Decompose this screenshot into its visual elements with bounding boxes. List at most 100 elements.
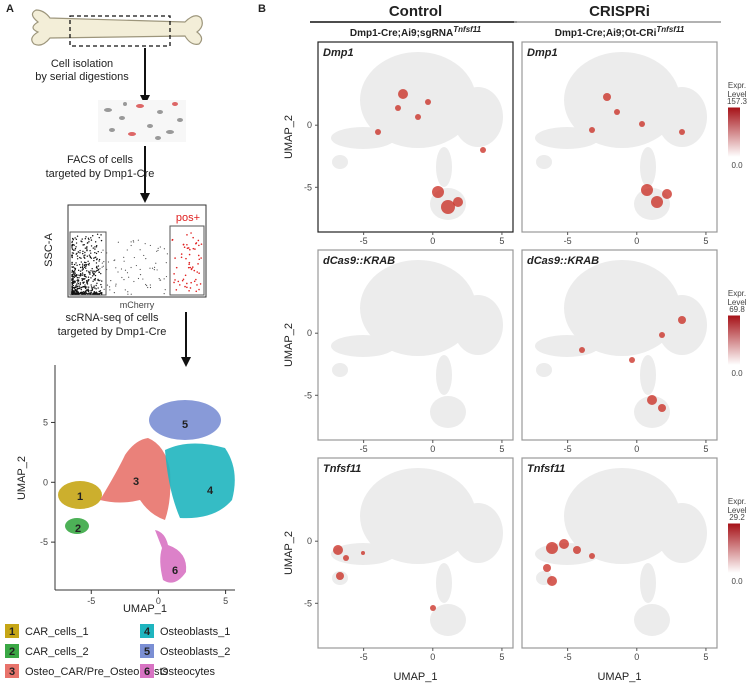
expr-dot: [333, 545, 343, 555]
facs-dot: [71, 247, 73, 249]
facs-dot: [89, 273, 91, 275]
facs-dot: [195, 242, 198, 244]
umap-plot: -5 0 5 -5 0 5 UMAP_1 UMAP_2 1 1 CAR_cells_1 2 2 CAR_c…: [5, 365, 235, 678]
facs-dot: [198, 272, 200, 274]
facs-dot: [99, 268, 101, 270]
facs-dot: [130, 244, 132, 247]
expr-dot: [361, 551, 365, 555]
facs-dot: [200, 243, 203, 245]
axis-label: UMAP_1: [597, 671, 641, 683]
cluster-shape: [155, 530, 187, 583]
legend-key: 4: [144, 626, 151, 638]
facs-dot: [75, 275, 77, 278]
facs-dot: [188, 261, 191, 264]
facs-dot: [188, 289, 190, 292]
facs-dot: [81, 293, 83, 295]
facs-dot: [73, 287, 75, 289]
facs-dot: [87, 276, 90, 278]
facs-dot: [195, 278, 197, 281]
facs-dot: [182, 243, 185, 246]
legend-key: 3: [9, 666, 15, 678]
facs-dot: [81, 274, 84, 276]
facs-dot: [94, 271, 96, 273]
facs-dot: [145, 283, 147, 286]
facs-dot: [83, 292, 86, 294]
facs-dot: [195, 290, 198, 293]
facs-dot: [190, 268, 193, 271]
facs-dot: [82, 250, 84, 253]
facs-dot: [187, 266, 190, 269]
facs-dot: [96, 293, 99, 295]
facs-dot: [94, 251, 96, 254]
facs-dot: [94, 292, 97, 294]
facs-dot: [94, 274, 97, 277]
facs-dot: [103, 261, 105, 263]
facs-dot: [72, 281, 74, 283]
facs-dot: [71, 248, 74, 250]
facs-dot: [75, 284, 77, 287]
facs-dot: [94, 246, 96, 248]
cluster-label: 5: [182, 419, 188, 431]
legend-label: Osteoblasts_1: [160, 626, 230, 638]
facs-dot: [71, 241, 73, 244]
facs-dot: [79, 287, 81, 289]
facs-dot: [145, 284, 148, 287]
scale-label: 0.0: [731, 161, 743, 170]
expr-dot: [629, 357, 635, 363]
expr-dot: [658, 404, 666, 412]
facs-dot: [77, 280, 80, 282]
facs-dot: [79, 252, 81, 254]
axis-label: UMAP_1: [123, 603, 167, 615]
facs-dot: [115, 267, 117, 269]
scale-label: 29.2: [729, 513, 745, 522]
facs-dot: [91, 293, 93, 295]
facs-dot: [90, 257, 93, 259]
scale-label: 69.8: [729, 305, 745, 314]
facs-dot: [130, 293, 132, 295]
cluster-label: 4: [207, 485, 214, 497]
facs-dot: [74, 293, 77, 295]
gene-label: Dmp1: [527, 47, 558, 59]
facs-dot: [97, 269, 99, 271]
x-tick-label: -5: [87, 596, 95, 606]
facs-dot: [95, 284, 97, 287]
facs-dot: [90, 277, 92, 279]
facs-dot: [76, 288, 78, 290]
facs-dot: [142, 278, 144, 280]
facs-dot: [71, 261, 73, 264]
facs-dot: [86, 283, 89, 285]
facs-dot: [198, 244, 200, 247]
facs-dot: [81, 269, 83, 271]
facs-dot: [79, 270, 82, 272]
facs-dot: [79, 282, 82, 284]
facs-dot: [90, 270, 92, 272]
facs-dot: [80, 257, 82, 260]
facs-dot: [133, 256, 135, 259]
gene-label: Tnfsf11: [527, 463, 565, 475]
facs-dot: [86, 247, 88, 249]
facs-dot: [74, 268, 76, 271]
facs-dot: [74, 247, 77, 250]
x-tick-label: 0: [430, 236, 435, 246]
legend-title: Expr.: [728, 497, 746, 506]
facs-dot: [91, 288, 94, 291]
facs-dot: [196, 284, 198, 286]
facs-dot: [85, 290, 87, 293]
facs-dot: [182, 278, 185, 281]
facs-dot: [71, 278, 73, 281]
facs-dot: [93, 257, 95, 259]
gene-label: dCas9::KRAB: [323, 255, 395, 267]
facs-dot: [127, 293, 129, 295]
facs-dot: [79, 249, 81, 252]
facs-dot: [94, 287, 96, 289]
cells-illustration: [98, 100, 186, 142]
facs-dot: [94, 241, 97, 243]
facs-dot: [90, 237, 92, 239]
facs-dot: [173, 281, 175, 284]
facs-dot: [95, 252, 98, 255]
facs-dot: [79, 266, 82, 269]
facs-dot: [188, 263, 190, 266]
facs-dot: [78, 274, 80, 276]
facs-dot: [92, 280, 94, 282]
facs-dot: [165, 275, 168, 278]
